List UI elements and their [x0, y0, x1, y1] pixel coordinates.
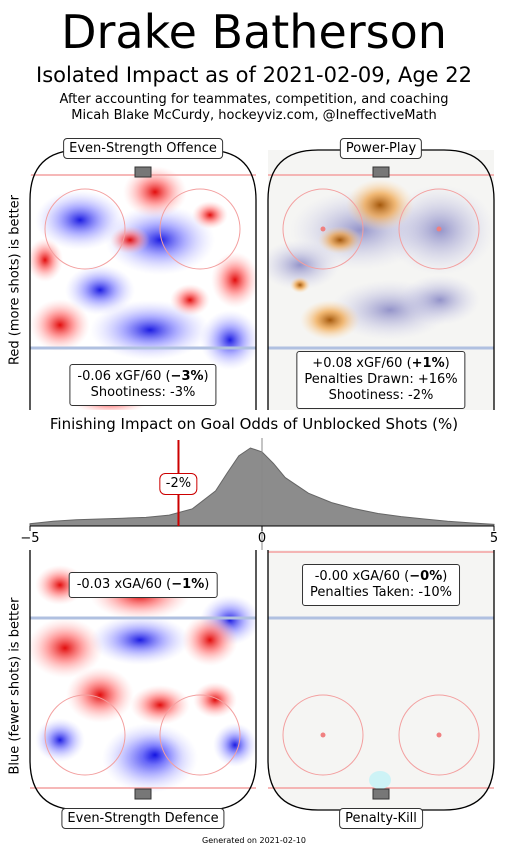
- finishing-impact-density-chart: [29, 438, 495, 550]
- power-play-label: Power-Play: [339, 138, 423, 159]
- power-play-xg: +0.08 xGF/60 (: [312, 356, 412, 371]
- power-play-pct: +1%: [411, 356, 445, 371]
- penalty-kill-rink: [268, 550, 494, 810]
- ev-defence-xg-close: ): [204, 577, 210, 592]
- penalty-kill-statbox: -0.00 xGA/60 (−0%) Penalties Taken: -10%: [302, 564, 460, 606]
- penalty-kill-xg-close: ): [442, 569, 448, 584]
- ev-offence-xg: -0.06 xGF/60 (: [77, 369, 171, 384]
- ev-defence-statbox: -0.03 xGA/60 (−1%): [68, 572, 218, 598]
- ev-offence-shootiness: Shootiness: -3%: [90, 385, 196, 400]
- power-play-penalties-drawn: Penalties Drawn: +16%: [304, 372, 458, 387]
- x-tick-label-zero: 0: [257, 531, 267, 546]
- penalty-kill-label: Penalty-Kill: [339, 808, 423, 829]
- ev-defence-pct: −1%: [171, 577, 205, 592]
- power-play-xg-close: ): [444, 356, 450, 371]
- x-tick-label-min: −5: [20, 531, 40, 546]
- ev-offence-pct: −3%: [170, 369, 204, 384]
- ev-offence-label: Even-Strength Offence: [63, 138, 223, 159]
- density-chart-title: Finishing Impact on Goal Odds of Unblock…: [49, 415, 459, 433]
- bottom-half-axis-label: Blue (fewer shots) is better: [7, 597, 23, 775]
- ev-defence-label: Even-Strength Defence: [61, 808, 225, 829]
- ev-offence-statbox: -0.06 xGF/60 (−3%) Shootiness: -3%: [69, 364, 217, 406]
- penalty-kill-pct: −0%: [409, 569, 443, 584]
- methodology-note: After accounting for teammates, competit…: [59, 92, 449, 107]
- power-play-statbox: +0.08 xGF/60 (+1%) Penalties Drawn: +16%…: [296, 351, 466, 409]
- x-tick-label-max: 5: [489, 531, 499, 546]
- top-half-axis-label: Red (more shots) is better: [7, 194, 23, 366]
- ev-offence-xg-close: ): [203, 369, 209, 384]
- author-credit: Micah Blake McCurdy, hockeyviz.com, @Ine…: [71, 108, 437, 123]
- chart-subtitle: Isolated Impact as of 2021-02-09, Age 22: [36, 63, 472, 87]
- penalty-kill-xg: -0.00 xGA/60 (: [314, 569, 410, 584]
- player-name-title: Drake Batherson: [61, 5, 447, 59]
- ev-defence-xg: -0.03 xGA/60 (: [76, 577, 172, 592]
- generated-date: Generated on 2021-02-10: [202, 836, 306, 845]
- penalty-kill-penalties-taken: Penalties Taken: -10%: [310, 585, 452, 600]
- player-marker-label: -2%: [159, 473, 198, 495]
- power-play-shootiness: Shootiness: -2%: [328, 388, 434, 403]
